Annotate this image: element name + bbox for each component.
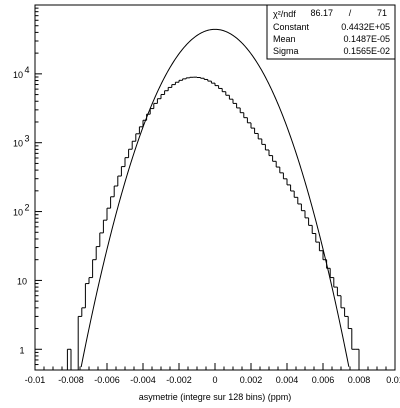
y-tick-exponent: 4	[24, 65, 29, 75]
histogram-layer	[66, 76, 363, 371]
stats-label-mean: Mean	[273, 34, 296, 44]
stats-box-frame	[266, 4, 396, 60]
stats-label-constant: Constant	[273, 22, 310, 32]
chi2-value: 86.17	[310, 8, 333, 18]
fit-curve-layer	[80, 28, 350, 368]
stats-box: χ²/ndf 86.17 / 71 Constant 0.4432E+05 Me…	[266, 4, 396, 60]
y-tick-base: 10	[13, 139, 23, 149]
y-tick-label: 10 2	[13, 203, 30, 218]
stats-label-sigma: Sigma	[273, 46, 299, 56]
x-tick-label: 0.002	[240, 375, 263, 385]
x-tick-label: 0.008	[348, 375, 371, 385]
chi2-separator: /	[349, 8, 352, 18]
x-tick-label: -0.002	[166, 375, 192, 385]
y-tick-label: 10 3	[13, 134, 30, 149]
x-axis-title: asymetrie (integre sur 128 bins) (ppm)	[139, 392, 292, 402]
y-tick-base: 10	[13, 208, 23, 218]
y-tick-label: 10 4	[13, 65, 30, 80]
x-tick-label: 0.01	[386, 375, 400, 385]
stats-value-sigma: 0.1565E-02	[343, 46, 390, 56]
y-tick-label: 10	[17, 276, 27, 286]
x-tick-label: 0.006	[312, 375, 335, 385]
x-tick-label: -0.004	[130, 375, 156, 385]
stats-value-mean: 0.1487E-05	[343, 34, 390, 44]
stats-value-constant: 0.4432E+05	[341, 22, 390, 32]
y-tick-base: 10	[13, 70, 23, 80]
x-tick-label: 0.004	[276, 375, 299, 385]
x-tick-label: -0.01	[25, 375, 46, 385]
y-tick-base: 10	[17, 276, 27, 286]
gaussian-fit-line	[80, 28, 350, 368]
chi2-label: χ²/ndf	[273, 9, 296, 19]
plot-frame	[34, 4, 396, 371]
y-tick-label: 1	[19, 345, 24, 355]
y-tick-exponent: 3	[24, 134, 29, 144]
y-tick-exponent: 2	[24, 203, 29, 213]
x-tick-label: -0.008	[58, 375, 84, 385]
y-tick-base: 1	[19, 345, 24, 355]
x-tick-label: -0.006	[94, 375, 120, 385]
ndf-value: 71	[377, 8, 387, 18]
x-tick-label: 0	[212, 375, 217, 385]
